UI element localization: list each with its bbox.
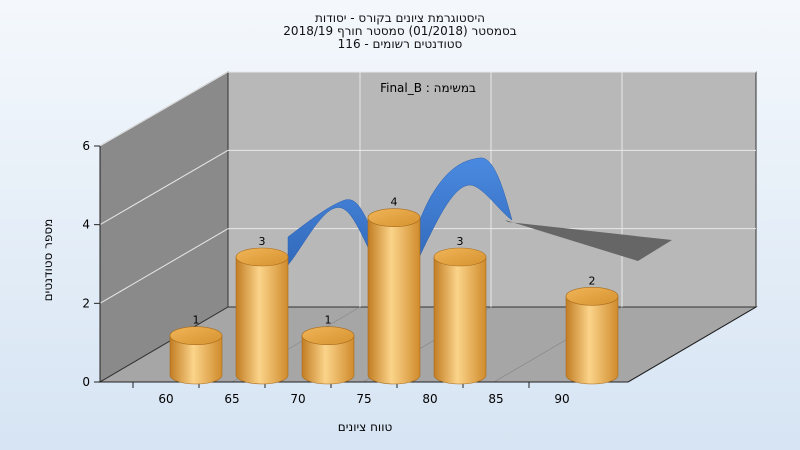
bar-body [169, 335, 223, 385]
bar-cylinder [367, 208, 421, 385]
x-tick-label: 80 [422, 392, 437, 406]
x-tick-label: 85 [488, 392, 503, 406]
grid-line-side [99, 71, 229, 147]
x-tick-label: 70 [290, 392, 305, 406]
floor-front-edge [627, 306, 757, 383]
x-tick-label: 65 [224, 392, 239, 406]
x-tick-label: 75 [356, 392, 371, 406]
bar-cylinder [235, 247, 289, 385]
x-ticks: 60 65 70 75 80 85 90 [132, 382, 570, 406]
grid-line-side [99, 228, 229, 304]
bar-body [433, 256, 487, 385]
task-label: במשימה : Final_B [380, 81, 476, 95]
y-axis-title: מספר סטודנטים [41, 219, 55, 302]
bar-cylinder [169, 326, 223, 385]
chart-title-line-1: היסטוגרמת ציונים בקורס - יסודות [315, 11, 485, 25]
bar-cap [367, 208, 421, 227]
bar-cap [301, 326, 355, 345]
curve-shadow [505, 220, 672, 261]
bar-cylinder [301, 326, 355, 385]
x-axis-title: טווח ציונים [338, 420, 393, 434]
y-tick-label: 0 [82, 375, 90, 389]
bar-cap [169, 326, 223, 345]
chart-title-line-3: סטודנטים רשומים - 116 [337, 37, 463, 51]
y-tick-label: 4 [82, 218, 90, 232]
bar-data-label: 3 [457, 235, 464, 248]
bar-cap [433, 247, 487, 267]
x-tick-label: 60 [158, 392, 173, 406]
bar-data-label: 4 [391, 196, 398, 209]
bar-body [565, 296, 619, 385]
bar-body [235, 256, 289, 385]
bar-body [367, 217, 421, 385]
bar-body [301, 335, 355, 385]
bar-data-label: 2 [589, 274, 596, 287]
y-tick-label: 2 [82, 296, 90, 310]
bar-cap [565, 287, 619, 306]
bars: 1 3 1 4 3 2 [169, 196, 619, 385]
y-ticks: 0 2 4 6 [82, 139, 100, 389]
bar-data-label: 3 [259, 235, 266, 248]
bar-cylinder [433, 247, 487, 385]
grid-line-side [99, 149, 229, 226]
bar-data-label: 1 [325, 314, 332, 327]
chart-title-line-2: בסמסטר (01/2018) סמסטר חורף 2018/19 [283, 24, 517, 38]
x-tick-label: 90 [554, 392, 569, 406]
bar-cylinder [565, 287, 619, 385]
bar-cap [235, 247, 289, 267]
y-tick-label: 6 [82, 139, 90, 153]
bar-data-label: 1 [193, 314, 200, 327]
